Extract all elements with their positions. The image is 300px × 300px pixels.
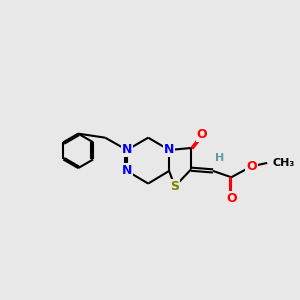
Text: CH₃: CH₃ — [272, 158, 295, 168]
Text: H: H — [215, 153, 224, 163]
Text: S: S — [170, 180, 179, 193]
Text: N: N — [122, 164, 132, 177]
Text: O: O — [226, 192, 237, 205]
Text: N: N — [122, 143, 132, 157]
Text: N: N — [164, 143, 174, 157]
Text: O: O — [246, 160, 257, 173]
Text: O: O — [197, 128, 207, 141]
